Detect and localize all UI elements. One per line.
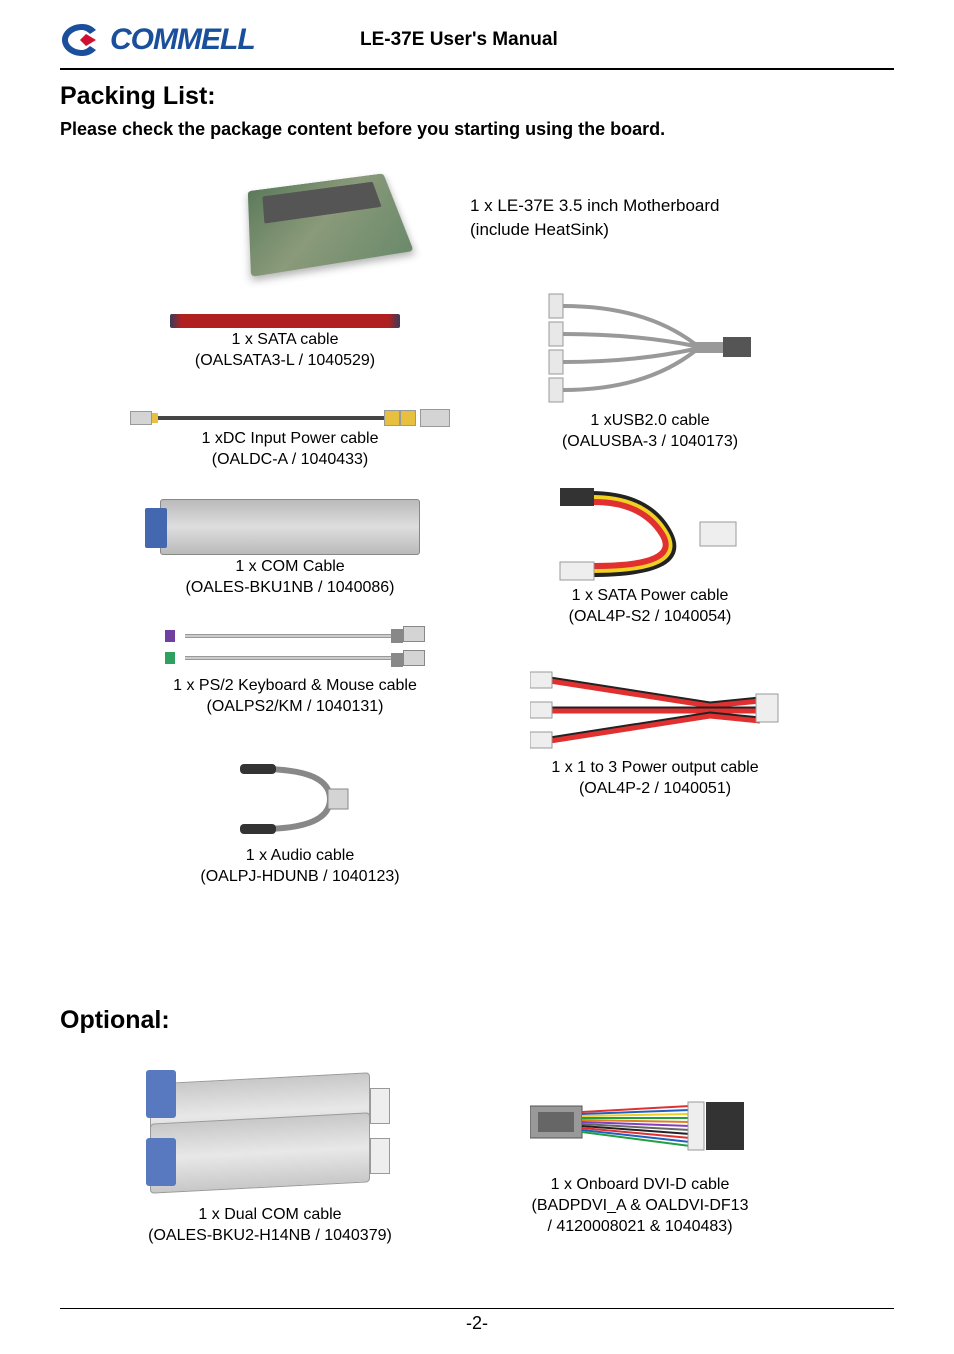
motherboard-label: 1 x LE-37E 3.5 inch Motherboard (include… bbox=[470, 194, 719, 242]
logo-mark-icon bbox=[60, 22, 104, 58]
dc-cable-icon bbox=[130, 409, 450, 427]
power-splitter-icon bbox=[530, 664, 780, 756]
item-motherboard bbox=[250, 164, 400, 276]
ps2-label: 1 x PS/2 Keyboard & Mouse cable bbox=[160, 676, 430, 697]
audio-part: (OALPJ-HDUNB / 1040123) bbox=[190, 867, 410, 888]
dual-com-part: (OALES-BKU2-H14NB / 1040379) bbox=[140, 1226, 400, 1247]
brand-name: COMMELL bbox=[110, 23, 255, 57]
manual-title: LE-37E User's Manual bbox=[360, 29, 558, 51]
item-power-splitter: 1 x 1 to 3 Power output cable (OAL4P-2 /… bbox=[530, 664, 780, 800]
item-audio-cable: 1 x Audio cable (OALPJ-HDUNB / 1040123) bbox=[190, 754, 410, 888]
com-part: (OALES-BKU1NB / 1040086) bbox=[160, 578, 420, 599]
dvi-part2: / 4120008021 & 1040483) bbox=[510, 1217, 770, 1238]
com-label: 1 x COM Cable bbox=[160, 557, 420, 578]
dual-com-label: 1 x Dual COM cable bbox=[140, 1205, 400, 1226]
motherboard-line1: 1 x LE-37E 3.5 inch Motherboard bbox=[470, 194, 719, 218]
motherboard-line2: (include HeatSink) bbox=[470, 218, 719, 242]
brand-logo: COMMELL bbox=[60, 20, 300, 60]
sata-part: (OALSATA3-L / 1040529) bbox=[170, 351, 400, 372]
splitter-part: (OAL4P-2 / 1040051) bbox=[530, 779, 780, 800]
usb-part: (OALUSBA-3 / 1040173) bbox=[540, 432, 760, 453]
dvi-part1: (BADPDVI_A & OALDVI-DF13 bbox=[510, 1196, 770, 1217]
item-ps2-cable: 1 x PS/2 Keyboard & Mouse cable (OALPS2/… bbox=[160, 624, 430, 718]
sata-power-part: (OAL4P-S2 / 1040054) bbox=[540, 607, 760, 628]
dual-com-icon bbox=[150, 1068, 390, 1198]
sata-cable-icon bbox=[170, 314, 400, 328]
page-header: COMMELL LE-37E User's Manual bbox=[60, 20, 894, 70]
page-number: -2- bbox=[466, 1313, 488, 1333]
item-com-cable: 1 x COM Cable (OALES-BKU1NB / 1040086) bbox=[160, 499, 420, 599]
item-usb-cable: 1 xUSB2.0 cable (OALUSBA-3 / 1040173) bbox=[540, 289, 760, 453]
item-sata-cable: 1 x SATA cable (OALSATA3-L / 1040529) bbox=[170, 314, 400, 372]
packing-list-subtitle: Please check the package content before … bbox=[60, 119, 894, 140]
dc-part: (OALDC-A / 1040433) bbox=[120, 450, 460, 471]
audio-label: 1 x Audio cable bbox=[190, 846, 410, 867]
page-footer: -2- bbox=[60, 1308, 894, 1334]
sata-power-icon bbox=[550, 484, 750, 584]
sata-power-label: 1 x SATA Power cable bbox=[540, 586, 760, 607]
item-dual-com: 1 x Dual COM cable (OALES-BKU2-H14NB / 1… bbox=[140, 1063, 400, 1247]
audio-cable-icon bbox=[240, 754, 360, 844]
usb-cable-icon bbox=[545, 289, 755, 409]
optional-content: 1 x Dual COM cable (OALES-BKU2-H14NB / 1… bbox=[60, 1043, 894, 1303]
ps2-part: (OALPS2/KM / 1040131) bbox=[160, 697, 430, 718]
packing-list-content: 1 x LE-37E 3.5 inch Motherboard (include… bbox=[60, 164, 894, 994]
ps2-cable-icon bbox=[165, 624, 425, 674]
sata-label: 1 x SATA cable bbox=[170, 330, 400, 351]
packing-list-heading: Packing List: bbox=[60, 82, 894, 111]
optional-heading: Optional: bbox=[60, 1006, 894, 1035]
item-dvi-cable: 1 x Onboard DVI-D cable (BADPDVI_A & OAL… bbox=[510, 1073, 770, 1237]
item-sata-power: 1 x SATA Power cable (OAL4P-S2 / 1040054… bbox=[540, 484, 760, 628]
dvi-label: 1 x Onboard DVI-D cable bbox=[510, 1175, 770, 1196]
dc-label: 1 xDC Input Power cable bbox=[120, 429, 460, 450]
item-dc-input: 1 xDC Input Power cable (OALDC-A / 10404… bbox=[120, 409, 460, 471]
dvi-cable-icon bbox=[530, 1078, 750, 1168]
motherboard-image-icon bbox=[248, 173, 414, 276]
com-cable-icon bbox=[160, 499, 420, 555]
usb-label: 1 xUSB2.0 cable bbox=[540, 411, 760, 432]
splitter-label: 1 x 1 to 3 Power output cable bbox=[530, 758, 780, 779]
